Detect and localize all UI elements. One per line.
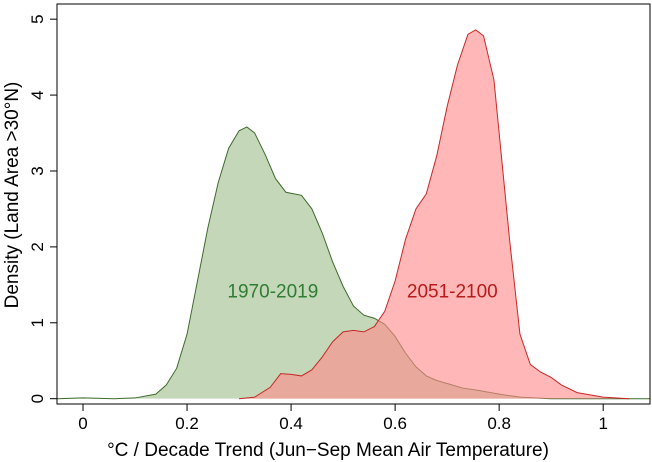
y-tick-label: 2 xyxy=(28,242,47,251)
y-tick-label: 4 xyxy=(28,90,47,99)
x-tick-label: 1 xyxy=(598,414,607,433)
plot-frame xyxy=(56,3,651,405)
x-axis: 0 0.2 0.4 0.6 0.8 1 xyxy=(78,404,608,433)
series-labels: 1970-2019 2051-2100 xyxy=(227,282,497,303)
x-tick-label: 0.4 xyxy=(279,414,303,433)
x-tick-label: 0 xyxy=(78,414,87,433)
y-axis-label: Density (Land Area >30°N) xyxy=(2,82,23,309)
y-tick-label: 1 xyxy=(28,318,47,327)
x-tick-label: 0.2 xyxy=(175,414,199,433)
series-line-2051-2100 xyxy=(239,29,630,400)
y-tick-label: 5 xyxy=(28,14,47,23)
x-tick-label: 0.8 xyxy=(487,414,511,433)
series-label: 2051-2100 xyxy=(407,282,498,303)
series-layer xyxy=(56,29,650,400)
series-area-2051-2100 xyxy=(239,29,630,399)
y-tick-label: 0 xyxy=(28,394,47,403)
series-area-1970-2019 xyxy=(57,126,650,399)
x-axis-label: °C / Decade Trend (Jun−Sep Mean Air Temp… xyxy=(107,440,549,461)
x-tick-label: 0.6 xyxy=(383,414,407,433)
series-label: 1970-2019 xyxy=(227,282,318,303)
y-axis: 0 1 2 3 4 5 xyxy=(28,14,57,403)
y-tick-label: 3 xyxy=(28,166,47,175)
